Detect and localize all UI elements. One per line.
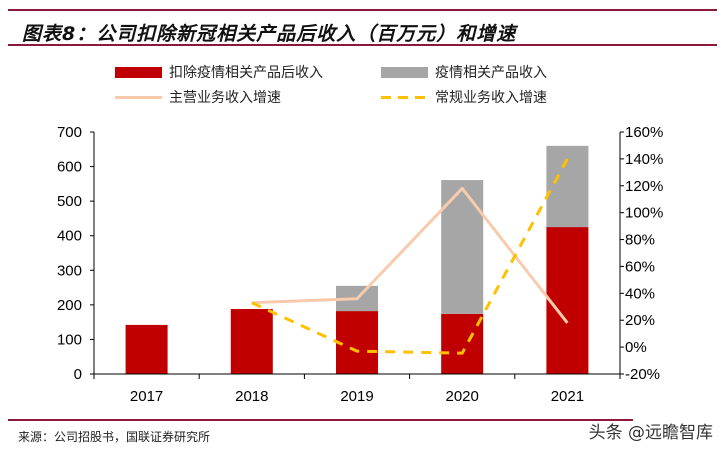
bar-0-2019 [336,311,378,374]
right-tick-label: 0% [625,339,647,356]
right-tick-label: 40% [625,285,655,302]
watermark: 头条 @远瞻智库 [588,423,713,443]
legend-swatch [115,95,162,99]
legend-item-0: 扣除疫情相关产品后收入 [115,62,323,82]
x-tick-label: 2019 [340,388,373,405]
right-tick-label: 120% [625,178,663,195]
legend-label: 主营业务收入增速 [169,90,281,106]
bar-0-2021 [546,227,589,374]
bar-0-2018 [230,309,273,374]
right-tick-label: 80% [625,232,655,249]
right-tick-label: -20% [625,366,660,383]
legend-label: 疫情相关产品收入 [435,65,547,81]
x-tick-label: 2021 [551,388,584,405]
left-tick-label: 300 [57,262,82,279]
left-tick-label: 500 [57,193,82,210]
right-tick-label: 60% [625,258,655,275]
bar-1-2021 [546,145,589,228]
x-tick-label: 2018 [235,388,268,405]
legend-label: 扣除疫情相关产品后收入 [169,65,323,81]
top-rule [8,9,717,11]
plot-area: 0 100 200 300 400 500 600 700 -20% 0% 20% 40% 60% 80%… [57,124,663,405]
bar-1-2020 [441,180,484,314]
line-series-2 [251,186,569,324]
left-tick-label: 0 [74,366,82,383]
right-tick-label: 20% [625,312,655,329]
x-tick-label: 2020 [446,388,479,405]
legend-swatch [381,95,428,99]
legend-label: 常规业务收入增速 [435,90,547,106]
title-rule [8,44,717,46]
bar-0-2020 [441,313,484,374]
legend-swatch [115,66,162,78]
legend-item-3: 常规业务收入增速 [381,87,547,107]
left-tick-label: 400 [57,228,82,245]
left-tick-label: 700 [57,124,82,141]
right-tick-label: 100% [625,205,663,222]
right-tick-label: 140% [625,151,663,168]
footer-rule [8,419,633,421]
left-tick-label: 600 [57,159,82,176]
figure-title: 图表8：公司扣除新冠相关产品后收入（百万元）和增速 [22,23,517,45]
legend-item-1: 疫情相关产品收入 [381,62,547,82]
line-series-3 [251,158,569,355]
left-tick-label: 100 [57,331,82,348]
right-tick-label: 160% [625,124,663,141]
bar-0-2017 [125,324,168,374]
left-tick-label: 200 [57,297,82,314]
legend-item-2: 主营业务收入增速 [115,87,281,107]
legend-swatch [381,66,428,78]
source-note: 来源：公司招股书，国联证券研究所 [18,430,211,444]
x-tick-label: 2017 [130,388,163,405]
